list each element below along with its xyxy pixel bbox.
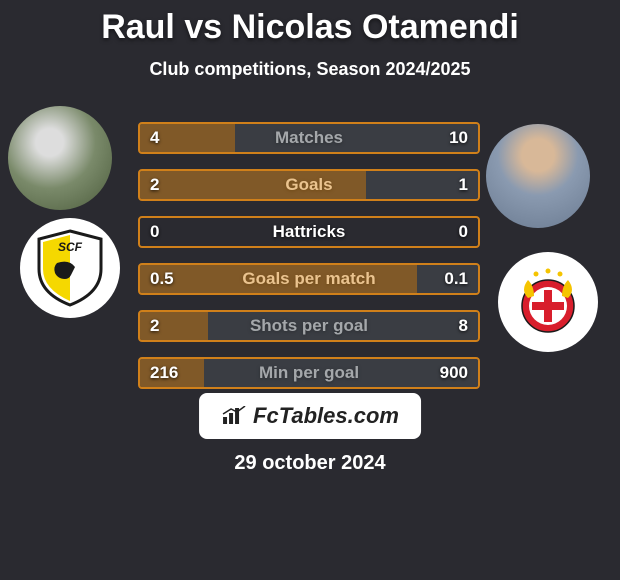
club1-badge: SCF: [20, 218, 120, 318]
player1-avatar: [8, 106, 112, 210]
stat-fill-left: [140, 265, 417, 293]
stat-value-left: 4: [150, 128, 159, 148]
brand-badge: FcTables.com: [199, 393, 421, 439]
stat-value-right: 8: [459, 316, 468, 336]
stat-value-right: 1: [459, 175, 468, 195]
chart-icon: [221, 406, 247, 426]
stats-panel: 4Matches10 2Goals1 0Hattricks0 0.5Goals per…: [138, 122, 480, 404]
stat-value-left: 0.5: [150, 269, 174, 289]
stat-fill-left: [140, 171, 366, 199]
shield-icon: [514, 268, 582, 336]
stat-row: 0.5Goals per match0.1: [138, 263, 480, 295]
shield-icon: SCF: [35, 229, 105, 307]
stat-value-left: 216: [150, 363, 178, 383]
stat-row: 4Matches10: [138, 122, 480, 154]
stat-row: 0Hattricks0: [138, 216, 480, 248]
stat-row: 2Goals1: [138, 169, 480, 201]
stat-label: Hattricks: [140, 222, 478, 242]
stat-row: 216Min per goal900: [138, 357, 480, 389]
stat-value-right: 0.1: [444, 269, 468, 289]
stat-value-left: 0: [150, 222, 159, 242]
brand-text: FcTables.com: [253, 403, 399, 429]
stat-value-right: 900: [440, 363, 468, 383]
stat-value-right: 10: [449, 128, 468, 148]
stat-fill-right: [235, 124, 478, 152]
svg-text:SCF: SCF: [58, 240, 83, 254]
stat-row: 2Shots per goal8: [138, 310, 480, 342]
stat-value-left: 2: [150, 175, 159, 195]
stat-value-right: 0: [459, 222, 468, 242]
comparison-subtitle: Club competitions, Season 2024/2025: [0, 59, 620, 80]
club2-badge: [498, 252, 598, 352]
comparison-date: 29 october 2024: [0, 452, 620, 475]
stat-value-left: 2: [150, 316, 159, 336]
stat-fill-right: [208, 312, 478, 340]
player2-avatar: [486, 124, 590, 228]
comparison-title: Raul vs Nicolas Otamendi: [0, 0, 620, 47]
stat-fill-right: [204, 359, 478, 387]
